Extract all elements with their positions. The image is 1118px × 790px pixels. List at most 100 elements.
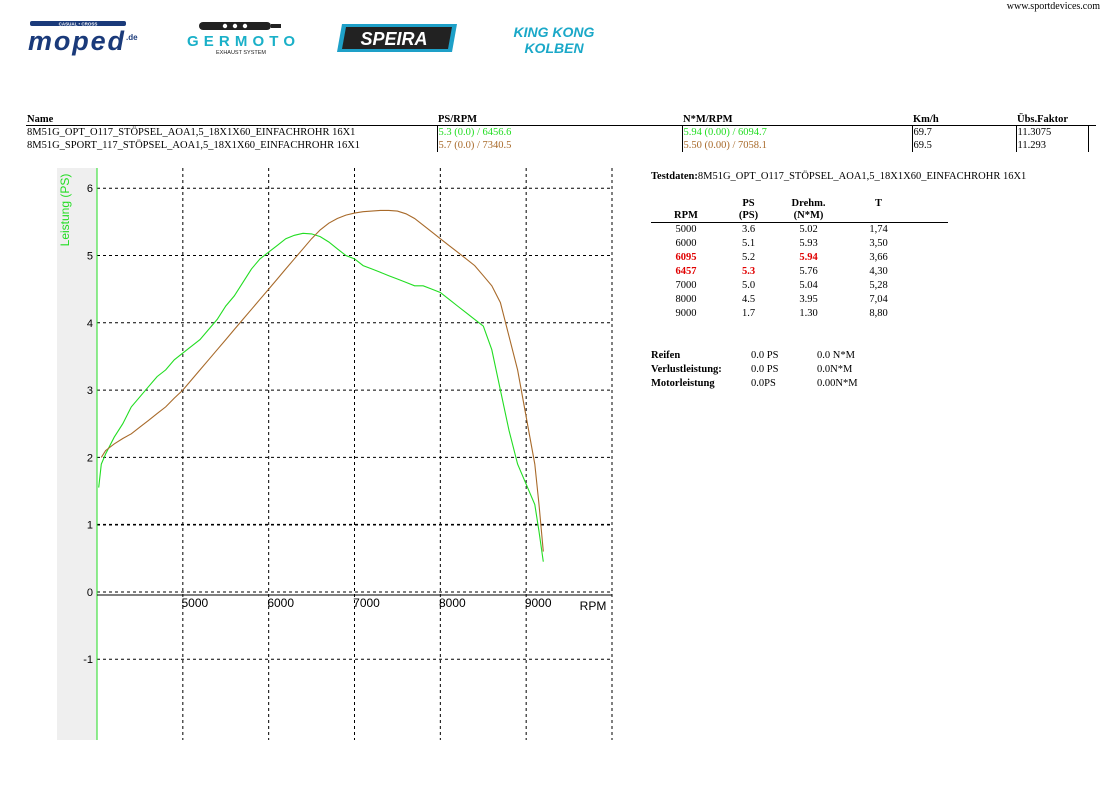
run-kmh: 69.7 [912, 125, 1017, 139]
td-nm: 5.04 [799, 280, 818, 291]
td-nm: 1.30 [799, 308, 818, 319]
col-header-nm-rpm: N*M/RPM [682, 114, 912, 126]
summary-ps: 0.0 PS [751, 350, 779, 361]
td-ps: 4.5 [741, 294, 756, 305]
y-tick-labels: -1 0 1 2 3 4 5 6 [83, 183, 93, 666]
moped-logo-top: CASUAL • CROSS [59, 22, 98, 27]
x-tick-label: 7000 [353, 596, 380, 610]
runs-table: Name PS/RPM N*M/RPM Km/h Übs.Faktor 8M51… [26, 114, 1096, 152]
x-tick-label: 9000 [525, 596, 552, 610]
td-nm: 3.95 [799, 294, 818, 305]
td-blank [916, 251, 948, 265]
td-rpm: 6000 [675, 238, 697, 249]
series-line-2 [100, 209, 544, 552]
testdata-row: 7000 5.0 5.04 5,28 [651, 279, 948, 293]
td-t: 3,50 [869, 238, 888, 249]
speira-logo: SPEIRA [337, 24, 457, 52]
summary-ps: 0.0PS [751, 378, 776, 389]
td-nm: 5.02 [799, 224, 818, 235]
moped-logo: CASUAL • CROSS moped .de [28, 21, 138, 56]
td-t: 5,28 [869, 280, 888, 291]
td-blank [916, 237, 948, 251]
col-header-factor: Übs.Faktor [1016, 114, 1088, 126]
testdata-name: 8M51G_OPT_O117_STÖPSEL_AOA1,5_18X1X60_EI… [697, 171, 1027, 182]
run-name: 8M51G_SPORT_117_STÖPSEL_AOA1,5_18X1X60_E… [26, 139, 438, 152]
testdata-label: Testdaten: [651, 171, 698, 182]
germoto-logo-main: GERMOTO [187, 33, 295, 50]
moped-logo-suffix: .de [126, 33, 138, 42]
x-tick-label: 8000 [439, 596, 466, 610]
td-rpm: 8000 [675, 294, 697, 305]
td-t: 4,30 [869, 266, 888, 277]
run-row[interactable]: 8M51G_SPORT_117_STÖPSEL_AOA1,5_18X1X60_E… [26, 139, 1096, 152]
y-tick-label: 2 [87, 452, 93, 464]
td-t: 1,74 [869, 224, 888, 235]
king-kong-logo-line1: KING KONG [514, 24, 595, 40]
y-tick-label: 5 [87, 250, 93, 262]
summary-row: Motorleistung 0.0PS 0.00N*M [651, 377, 858, 391]
td-ps: 5.0 [741, 280, 756, 291]
runs-header-row: Name PS/RPM N*M/RPM Km/h Übs.Faktor [26, 114, 1096, 126]
summary-nm: 0.00N*M [817, 378, 858, 389]
germoto-logo: GERMOTO EXHAUST SYSTEM [187, 22, 295, 56]
summary-row: Reifen 0.0 PS 0.0 N*M [651, 349, 858, 363]
td-blank [916, 265, 948, 279]
summary-table: Reifen 0.0 PS 0.0 N*M Verlustleistung: 0… [651, 349, 858, 391]
summary-row: Verlustleistung: 0.0 PS 0.0N*M [651, 363, 858, 377]
y-tick-label: 1 [87, 520, 93, 532]
td-nm: 5.93 [799, 238, 818, 249]
y-tick-label: 0 [87, 587, 93, 599]
td-nm: 5.94 [799, 252, 818, 263]
run-ps: 5.3 (0.0) / 6456.6 [437, 125, 683, 139]
col-header-kmh: Km/h [912, 114, 1016, 126]
y-tick-label: 4 [87, 318, 93, 330]
y-tick-label: -1 [83, 654, 93, 666]
chart-grid [97, 168, 613, 740]
king-kong-logo: KING KONG KOLBEN [514, 24, 595, 56]
x-tick-labels: 5000 6000 7000 8000 9000 [181, 596, 551, 610]
run-ps: 5.7 (0.0) / 7340.5 [437, 139, 683, 152]
x-tick-label: 5000 [181, 596, 208, 610]
td-header-blank [916, 198, 948, 223]
y-axis-label: Leistung (PS) [58, 174, 72, 247]
testdata-row: 6095 5.2 5.94 3,66 [651, 251, 948, 265]
run-factor: 11.3075 [1016, 125, 1089, 139]
x-axis-label: RPM [580, 599, 607, 613]
site-url[interactable]: www.sportdevices.com [1006, 1, 1100, 12]
td-ps: 1.7 [741, 308, 756, 319]
td-blank [916, 293, 948, 307]
run-factor: 11.293 [1016, 139, 1089, 152]
testdata-row: 6457 5.3 5.76 4,30 [651, 265, 948, 279]
summary-label: Verlustleistung: [651, 364, 722, 375]
td-nm: 5.76 [799, 266, 818, 277]
run-name: 8M51G_OPT_O117_STÖPSEL_AOA1,5_18X1X60_EI… [26, 125, 438, 139]
testdata-row: 8000 4.5 3.95 7,04 [651, 293, 948, 307]
td-rpm: 6457 [675, 266, 697, 277]
run-blank [1088, 126, 1096, 140]
col-header-name: Name [26, 114, 437, 126]
summary-nm: 0.0 N*M [817, 350, 855, 361]
td-blank [916, 223, 948, 238]
col-header-blank [1088, 114, 1096, 126]
td-t: 7,04 [869, 294, 888, 305]
td-blank [916, 279, 948, 293]
run-nm: 5.94 (0.00) / 6094.7 [682, 125, 913, 139]
td-header-ps: PS (PS) [721, 198, 776, 223]
td-header-t: T [841, 198, 916, 223]
moped-logo-main: moped [28, 26, 125, 56]
y-axis-band [57, 168, 97, 740]
testdata-row: 6000 5.1 5.93 3,50 [651, 237, 948, 251]
series-line-1 [98, 232, 544, 562]
y-tick-label: 3 [87, 385, 93, 397]
run-row[interactable]: 8M51G_OPT_O117_STÖPSEL_AOA1,5_18X1X60_EI… [26, 125, 1096, 140]
td-rpm: 6095 [675, 252, 697, 263]
td-header-rpm: RPM [651, 198, 721, 223]
power-chart: -1 0 1 2 3 4 5 6 5000 6000 7000 8000 9000 Leistung … [57, 168, 613, 740]
td-rpm: 5000 [675, 224, 697, 235]
td-ps: 5.2 [741, 252, 756, 263]
summary-label: Motorleistung [651, 378, 715, 389]
speira-logo-main: SPEIRA [360, 29, 427, 49]
x-tick-label: 6000 [267, 596, 294, 610]
testdata-table: RPM PS (PS) Drehm. (N*M) T 5000 3.6 5.02 1,74… [651, 198, 948, 321]
y-tick-label: 6 [87, 183, 93, 195]
